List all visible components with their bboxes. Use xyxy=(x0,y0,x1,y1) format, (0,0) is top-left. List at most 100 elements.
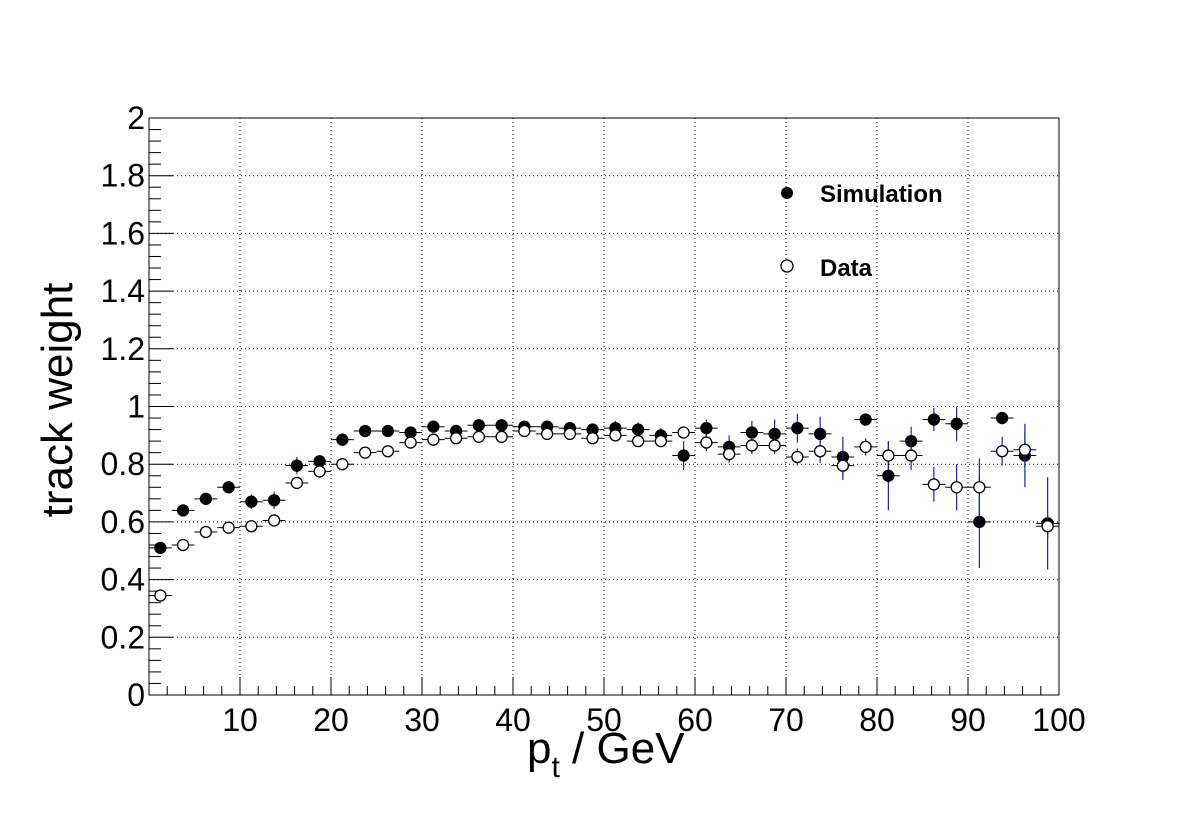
data-series xyxy=(149,406,1059,602)
data-point xyxy=(950,481,963,494)
data-point xyxy=(722,447,736,461)
data-point xyxy=(1018,443,1032,456)
data-point xyxy=(518,424,531,438)
data-point xyxy=(154,589,167,602)
y-tick-label: 0.8 xyxy=(101,446,145,482)
simulation-point xyxy=(313,455,326,468)
simulation-point xyxy=(973,515,986,529)
x-axis-title-subscript: t xyxy=(551,751,560,784)
data-point xyxy=(882,449,895,462)
data-point xyxy=(904,449,918,462)
data-point xyxy=(290,476,304,490)
simulation-point xyxy=(882,469,895,482)
simulation-point xyxy=(677,449,690,462)
simulation-point xyxy=(995,411,1009,425)
x-tick-label: 10 xyxy=(222,702,258,738)
simulation-point xyxy=(176,504,190,517)
data-point xyxy=(768,439,781,452)
data-point xyxy=(973,481,986,494)
simulation-point xyxy=(950,417,963,430)
y-tick-label: 2 xyxy=(127,100,145,136)
data-point xyxy=(563,427,577,441)
data-point xyxy=(586,432,599,445)
x-tick-label: 50 xyxy=(586,702,622,738)
data-point xyxy=(358,446,372,459)
simulation-point xyxy=(381,424,395,438)
x-tick-label: 90 xyxy=(950,702,986,738)
x-axis-title-main: p xyxy=(527,724,551,773)
y-tick-label: 1.8 xyxy=(101,158,145,194)
y-tick-label: 0 xyxy=(127,677,145,713)
data-point xyxy=(836,459,850,472)
x-axis-title-unit: / GeV xyxy=(560,724,685,773)
simulation-point xyxy=(859,413,872,426)
grid-lines xyxy=(149,118,1059,695)
data-point xyxy=(404,436,417,449)
simulation-point xyxy=(745,426,759,439)
simulation-point xyxy=(813,427,827,441)
data-point xyxy=(222,521,235,534)
data-point xyxy=(745,439,759,452)
data-point xyxy=(336,458,349,471)
data-point xyxy=(267,514,281,527)
simulation-point xyxy=(245,495,258,508)
simulation-point xyxy=(267,494,281,507)
legend-data-marker xyxy=(780,259,794,273)
simulation-point xyxy=(290,459,304,472)
data-point xyxy=(1041,520,1054,533)
data-point xyxy=(199,525,213,539)
simulation-point xyxy=(358,424,372,438)
data-point xyxy=(791,450,804,464)
x-tick-label: 100 xyxy=(1032,702,1085,738)
data-point xyxy=(245,520,258,533)
data-point xyxy=(495,430,508,443)
y-tick-label: 0.4 xyxy=(101,562,145,598)
y-tick-label: 0.6 xyxy=(101,504,145,540)
y-tick-label: 1.4 xyxy=(101,273,145,309)
axes: 0 0.2 0.4 0.6 0.8 1 1.2 1.4 1.6 1.8 2 10 20 30 40 50 60 7… xyxy=(101,100,1086,738)
data-point xyxy=(677,426,690,439)
data-point xyxy=(472,430,486,443)
y-tick-label: 0.2 xyxy=(101,619,145,655)
y-axis-title: track weight xyxy=(33,283,82,518)
data-point xyxy=(540,427,554,441)
simulation-point xyxy=(404,426,417,439)
data-point xyxy=(449,432,463,445)
data-point xyxy=(427,433,440,446)
simulation-point xyxy=(199,492,213,505)
data-point xyxy=(700,436,713,449)
x-tick-label: 60 xyxy=(677,702,713,738)
data-point xyxy=(813,445,827,458)
simulation-point xyxy=(427,420,440,433)
legend-data-label: Data xyxy=(820,255,873,282)
simulation-point xyxy=(791,421,804,435)
data-point xyxy=(609,429,622,442)
simulation-point xyxy=(154,541,167,555)
simulation-point xyxy=(927,413,941,426)
y-tick-label: 1 xyxy=(127,389,145,425)
data-point xyxy=(631,434,645,448)
data-point xyxy=(927,478,941,491)
legend: Simulation Data xyxy=(780,181,943,282)
y-tick-label: 1.2 xyxy=(101,331,145,367)
legend-simulation-marker xyxy=(781,187,793,199)
simulation-point xyxy=(700,421,713,435)
x-tick-label: 40 xyxy=(495,702,531,738)
data-point xyxy=(176,538,190,552)
simulation-point xyxy=(472,419,486,432)
y-tick-label: 1.6 xyxy=(101,215,145,251)
x-axis-title: pt / GeV xyxy=(527,724,685,784)
data-point xyxy=(313,465,326,478)
simulation-point xyxy=(631,423,645,436)
x-tick-label: 30 xyxy=(404,702,440,738)
series-simulation xyxy=(149,406,1059,570)
series-data xyxy=(149,424,1059,602)
x-tick-label: 20 xyxy=(313,702,349,738)
data-point xyxy=(654,434,668,448)
legend-simulation-label: Simulation xyxy=(820,181,943,208)
simulation-point xyxy=(336,433,349,446)
simulation-point xyxy=(495,419,508,432)
x-tick-label: 80 xyxy=(859,702,895,738)
